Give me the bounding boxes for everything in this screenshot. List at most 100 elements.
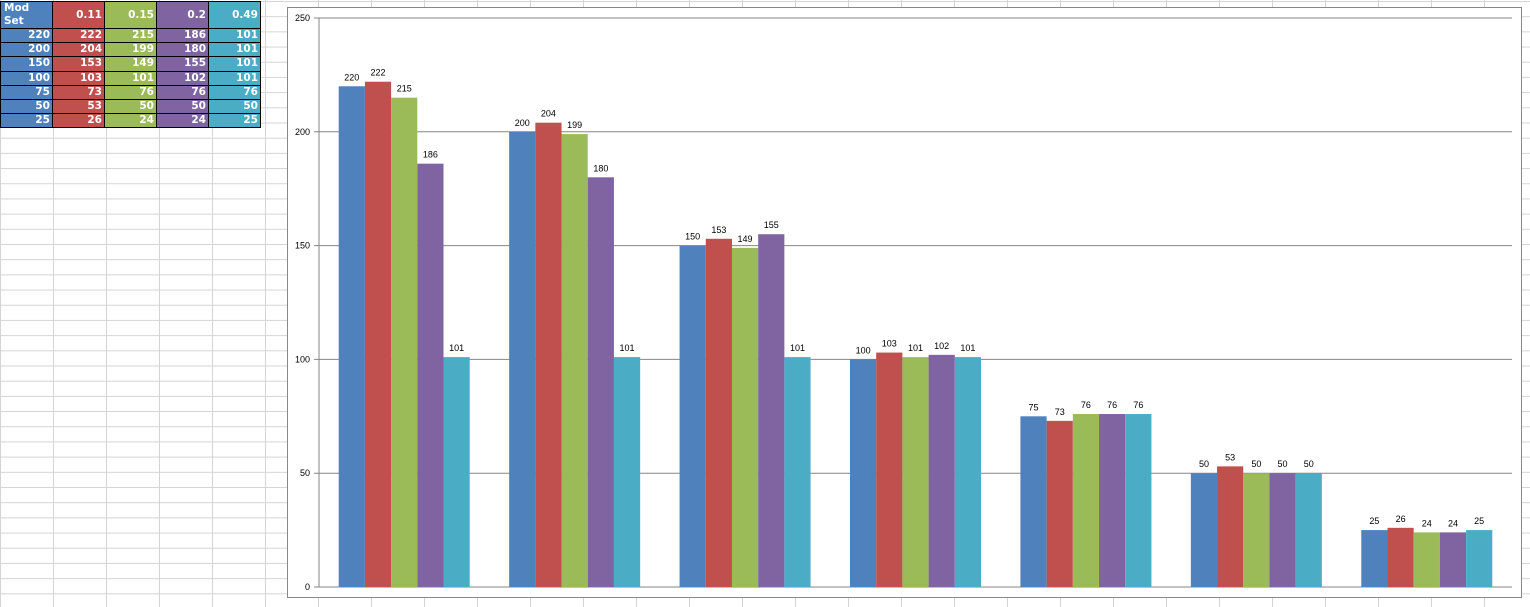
table-row: 25 26 24 24 25 <box>0 113 261 129</box>
table-cell[interactable]: 101 <box>208 70 261 86</box>
bar <box>364 81 392 587</box>
data-label: 100 <box>856 345 871 355</box>
table-cell[interactable]: 0.2 <box>156 1 209 29</box>
bar <box>1295 473 1322 587</box>
table-cell[interactable]: 50 <box>104 98 157 115</box>
data-label: 204 <box>541 109 556 119</box>
data-label: 75 <box>1029 402 1039 412</box>
bar <box>443 357 470 587</box>
table-cell[interactable]: 150 <box>0 56 53 72</box>
table-cell[interactable]: 50 <box>0 98 53 115</box>
table-row: 200 204 199 180 101 <box>0 42 261 58</box>
table-cell[interactable]: 76 <box>156 84 209 100</box>
table-cell[interactable]: 101 <box>208 42 261 58</box>
bar <box>561 134 588 587</box>
table-cell[interactable]: 25 <box>0 113 53 129</box>
table-cell[interactable]: 101 <box>208 27 261 44</box>
bar <box>1046 420 1073 587</box>
data-label: 101 <box>960 343 975 353</box>
table-cell[interactable]: 100 <box>0 70 53 86</box>
table-cell[interactable]: 50 <box>156 98 209 115</box>
table-cell[interactable]: 76 <box>104 84 157 100</box>
data-label: 102 <box>934 341 949 351</box>
data-label: 24 <box>1448 518 1458 528</box>
table-cell[interactable]: 153 <box>52 56 105 72</box>
bar <box>954 357 981 587</box>
data-table: Mod Set 0.11 0.15 0.2 0.49 220 222 215 186 101 200… <box>0 1 261 129</box>
table-cell[interactable]: 102 <box>156 70 209 86</box>
bar <box>784 357 811 587</box>
table-row: 50 53 50 50 50 <box>0 98 261 115</box>
bar <box>758 234 785 587</box>
bar <box>1466 530 1493 587</box>
table-cell[interactable]: 149 <box>104 56 157 72</box>
bar <box>1190 473 1218 587</box>
table-cell[interactable]: 180 <box>156 42 209 58</box>
bar <box>705 238 732 587</box>
table-cell[interactable]: 155 <box>156 56 209 72</box>
bar <box>338 86 365 587</box>
bar <box>535 122 562 588</box>
data-label: 76 <box>1133 400 1143 410</box>
table-cell[interactable]: 75 <box>0 84 53 100</box>
table-cell[interactable]: 76 <box>208 84 261 100</box>
data-label: 53 <box>1225 452 1235 462</box>
y-tick-label: 100 <box>295 354 310 364</box>
table-row: 100 103 101 102 101 <box>0 70 261 86</box>
table-cell[interactable]: 73 <box>52 84 105 100</box>
bar <box>876 352 903 587</box>
table-cell[interactable]: 103 <box>52 70 105 86</box>
table-cell[interactable]: 200 <box>0 42 53 58</box>
data-label: 76 <box>1081 400 1091 410</box>
data-label: 73 <box>1055 407 1065 417</box>
table-cell[interactable]: 25 <box>208 113 261 129</box>
table-row: 75 73 76 76 76 <box>0 84 261 100</box>
table-cell[interactable]: 26 <box>52 113 105 129</box>
bar <box>1387 527 1414 587</box>
bar <box>587 177 614 587</box>
table-cell[interactable]: Mod Set <box>0 1 53 29</box>
y-tick-label: 250 <box>295 13 310 23</box>
bar <box>391 97 418 587</box>
bar <box>1020 416 1047 587</box>
bar <box>902 357 929 587</box>
table-cell[interactable]: 24 <box>104 113 157 129</box>
data-label: 180 <box>593 163 608 173</box>
y-tick-label: 150 <box>295 241 310 251</box>
bar <box>731 247 759 587</box>
bar <box>1072 414 1100 587</box>
data-label: 25 <box>1369 516 1379 526</box>
table-cell[interactable]: 50 <box>208 98 261 115</box>
table-cell[interactable]: 220 <box>0 27 53 44</box>
data-label: 150 <box>685 232 700 242</box>
table-cell[interactable]: 215 <box>104 27 157 44</box>
bar <box>850 359 877 587</box>
bar <box>1361 530 1388 587</box>
data-label: 50 <box>1278 459 1288 469</box>
y-tick-label: 200 <box>295 127 310 137</box>
bar <box>1125 414 1152 587</box>
table-cell[interactable]: 53 <box>52 98 105 115</box>
table-cell[interactable]: 24 <box>156 113 209 129</box>
table-cell[interactable]: 101 <box>208 56 261 72</box>
table-cell[interactable]: 186 <box>156 27 209 44</box>
table-cell[interactable]: 0.11 <box>52 1 105 29</box>
bar <box>1413 532 1440 587</box>
data-label: 101 <box>449 343 464 353</box>
table-cell[interactable]: 199 <box>104 42 157 58</box>
table-cell[interactable]: 101 <box>104 70 157 86</box>
data-label: 101 <box>620 343 635 353</box>
table-cell[interactable]: 0.15 <box>104 1 157 29</box>
table-row: 150 153 149 155 101 <box>0 56 261 72</box>
table-cell[interactable]: 204 <box>52 42 105 58</box>
table-cell[interactable]: 0.49 <box>208 1 261 29</box>
data-label: 149 <box>738 234 753 244</box>
data-label: 215 <box>397 84 412 94</box>
bar <box>1243 473 1270 587</box>
data-label: 25 <box>1474 516 1484 526</box>
data-label: 50 <box>1304 459 1314 469</box>
table-cell[interactable]: 222 <box>52 27 105 44</box>
bar <box>1269 473 1296 587</box>
data-label: 199 <box>567 120 582 130</box>
bar <box>509 131 536 588</box>
